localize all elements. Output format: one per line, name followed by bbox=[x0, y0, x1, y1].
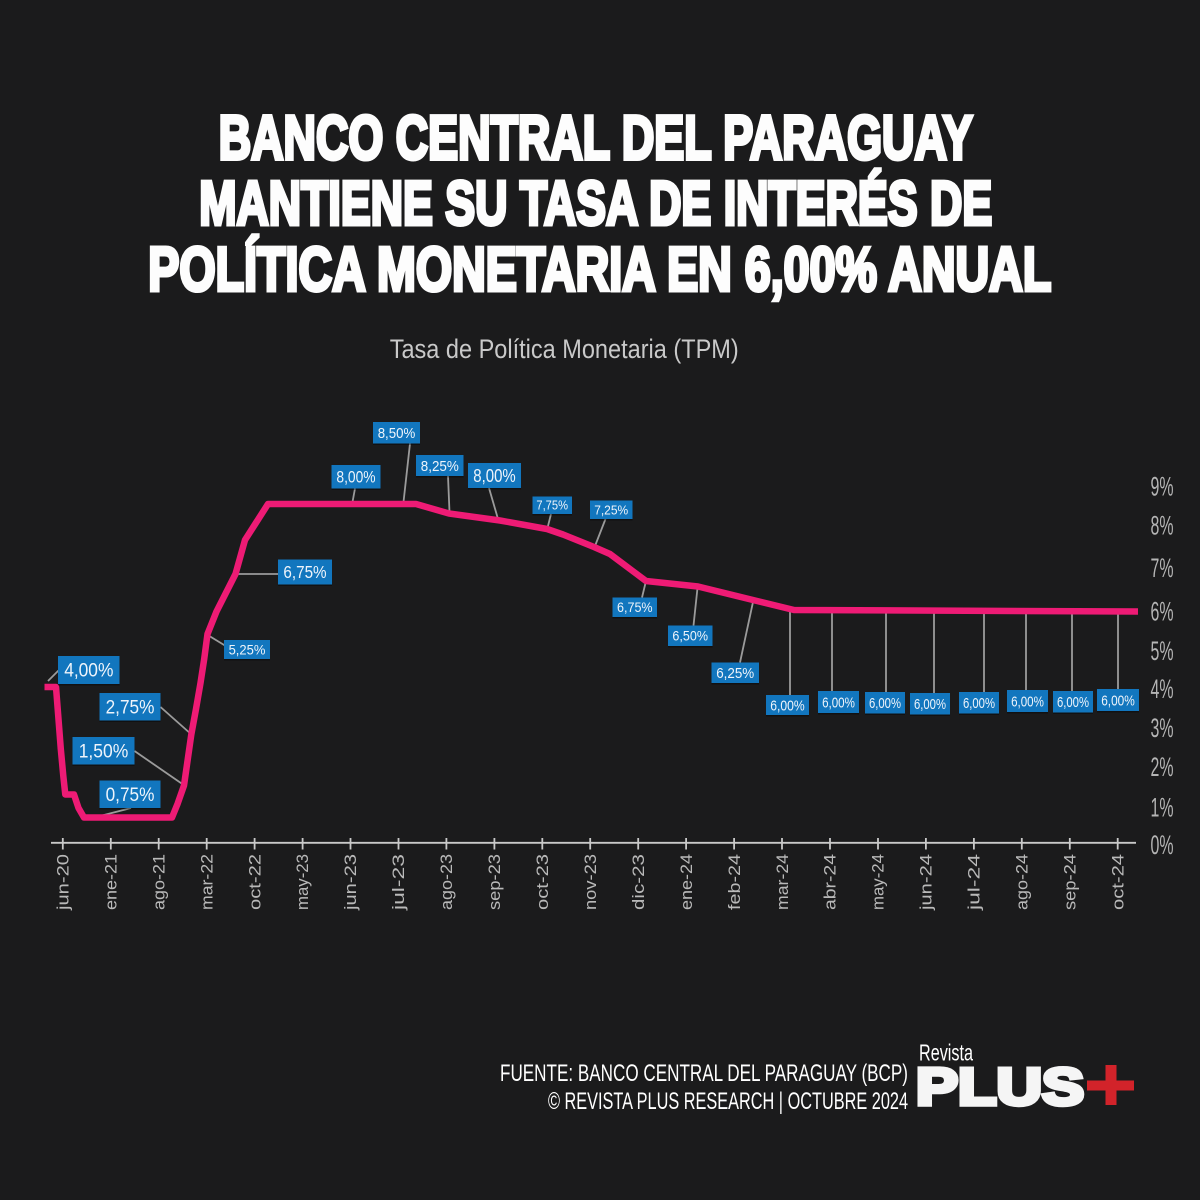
svg-text:6,25%: 6,25% bbox=[716, 666, 754, 682]
svg-text:5%: 5% bbox=[1151, 636, 1174, 666]
svg-text:1%: 1% bbox=[1151, 793, 1174, 823]
svg-text:oct-23: oct-23 bbox=[534, 854, 552, 910]
svg-text:feb-24: feb-24 bbox=[726, 854, 744, 910]
svg-text:9%: 9% bbox=[1151, 472, 1174, 502]
svg-text:6,00%: 6,00% bbox=[770, 697, 804, 714]
svg-text:ene-21: ene-21 bbox=[103, 854, 121, 910]
svg-text:6,00%: 6,00% bbox=[822, 694, 855, 711]
svg-text:jun-24: jun-24 bbox=[918, 854, 936, 911]
svg-text:2,75%: 2,75% bbox=[106, 698, 155, 719]
svg-text:6%: 6% bbox=[1151, 597, 1174, 627]
svg-text:3%: 3% bbox=[1151, 713, 1174, 743]
svg-text:ene-24: ene-24 bbox=[678, 854, 696, 910]
svg-text:5,25%: 5,25% bbox=[229, 642, 266, 657]
svg-text:sep-24: sep-24 bbox=[1062, 854, 1080, 910]
svg-text:jul-23: jul-23 bbox=[390, 854, 408, 911]
svg-text:oct-22: oct-22 bbox=[246, 854, 264, 910]
svg-text:mar-22: mar-22 bbox=[198, 854, 216, 910]
svg-text:jun-23: jun-23 bbox=[342, 854, 360, 911]
svg-text:8,50%: 8,50% bbox=[378, 425, 416, 442]
svg-text:abr-24: abr-24 bbox=[822, 854, 840, 910]
svg-text:BANCO CENTRAL DEL PARAGUAY: BANCO CENTRAL DEL PARAGUAY bbox=[219, 104, 973, 173]
svg-text:4,00%: 4,00% bbox=[64, 661, 113, 682]
svg-text:ago-23: ago-23 bbox=[438, 854, 456, 910]
svg-text:6,00%: 6,00% bbox=[869, 695, 901, 712]
svg-text:MANTIENE SU TASA DE INTERÉS DE: MANTIENE SU TASA DE INTERÉS DE bbox=[199, 170, 992, 239]
svg-text:dic-23: dic-23 bbox=[630, 854, 648, 910]
svg-text:2%: 2% bbox=[1151, 752, 1174, 782]
svg-text:may-23: may-23 bbox=[294, 854, 312, 910]
svg-text:6,00%: 6,00% bbox=[914, 696, 946, 713]
svg-text:6,75%: 6,75% bbox=[617, 599, 653, 615]
svg-text:ago-21: ago-21 bbox=[150, 854, 168, 910]
svg-text:8,00%: 8,00% bbox=[473, 466, 515, 486]
svg-text:6,50%: 6,50% bbox=[672, 628, 708, 644]
svg-text:6,00%: 6,00% bbox=[963, 695, 995, 712]
svg-text:PLUS: PLUS bbox=[916, 1058, 1084, 1116]
svg-text:© REVISTA PLUS RESEARCH | OCTU: © REVISTA PLUS RESEARCH | OCTUBRE 2024 bbox=[548, 1088, 908, 1115]
svg-text:may-24: may-24 bbox=[870, 854, 888, 910]
svg-text:4%: 4% bbox=[1151, 674, 1174, 704]
svg-text:Revista: Revista bbox=[919, 1040, 973, 1066]
svg-text:6,00%: 6,00% bbox=[1011, 693, 1044, 710]
svg-text:8%: 8% bbox=[1151, 511, 1174, 541]
svg-text:sep-23: sep-23 bbox=[486, 854, 504, 910]
svg-text:8,00%: 8,00% bbox=[336, 469, 375, 487]
svg-text:6,00%: 6,00% bbox=[1101, 692, 1135, 709]
svg-text:7,75%: 7,75% bbox=[536, 499, 568, 513]
svg-text:6,75%: 6,75% bbox=[283, 562, 326, 582]
svg-text:7,25%: 7,25% bbox=[594, 502, 628, 517]
svg-text:Tasa de Política Monetaria (TP: Tasa de Política Monetaria (TPM) bbox=[390, 334, 739, 364]
svg-text:jul-24: jul-24 bbox=[966, 854, 984, 911]
svg-text:POLÍTICA MONETARIA EN 6,00% AN: POLÍTICA MONETARIA EN 6,00% ANUAL bbox=[148, 236, 1051, 305]
svg-text:jun-20: jun-20 bbox=[55, 854, 73, 911]
svg-text:FUENTE: BANCO CENTRAL DEL PARA: FUENTE: BANCO CENTRAL DEL PARAGUAY (BCP) bbox=[500, 1060, 908, 1087]
svg-text:7%: 7% bbox=[1151, 553, 1174, 583]
svg-text:1,50%: 1,50% bbox=[79, 742, 129, 763]
svg-text:oct-24: oct-24 bbox=[1109, 854, 1127, 910]
svg-text:0%: 0% bbox=[1151, 830, 1174, 860]
svg-text:6,00%: 6,00% bbox=[1057, 694, 1089, 711]
svg-text:0,75%: 0,75% bbox=[106, 785, 155, 806]
svg-text:nov-23: nov-23 bbox=[582, 854, 600, 910]
svg-text:mar-24: mar-24 bbox=[774, 854, 792, 910]
svg-text:ago-24: ago-24 bbox=[1014, 854, 1032, 910]
svg-text:8,25%: 8,25% bbox=[421, 458, 459, 475]
